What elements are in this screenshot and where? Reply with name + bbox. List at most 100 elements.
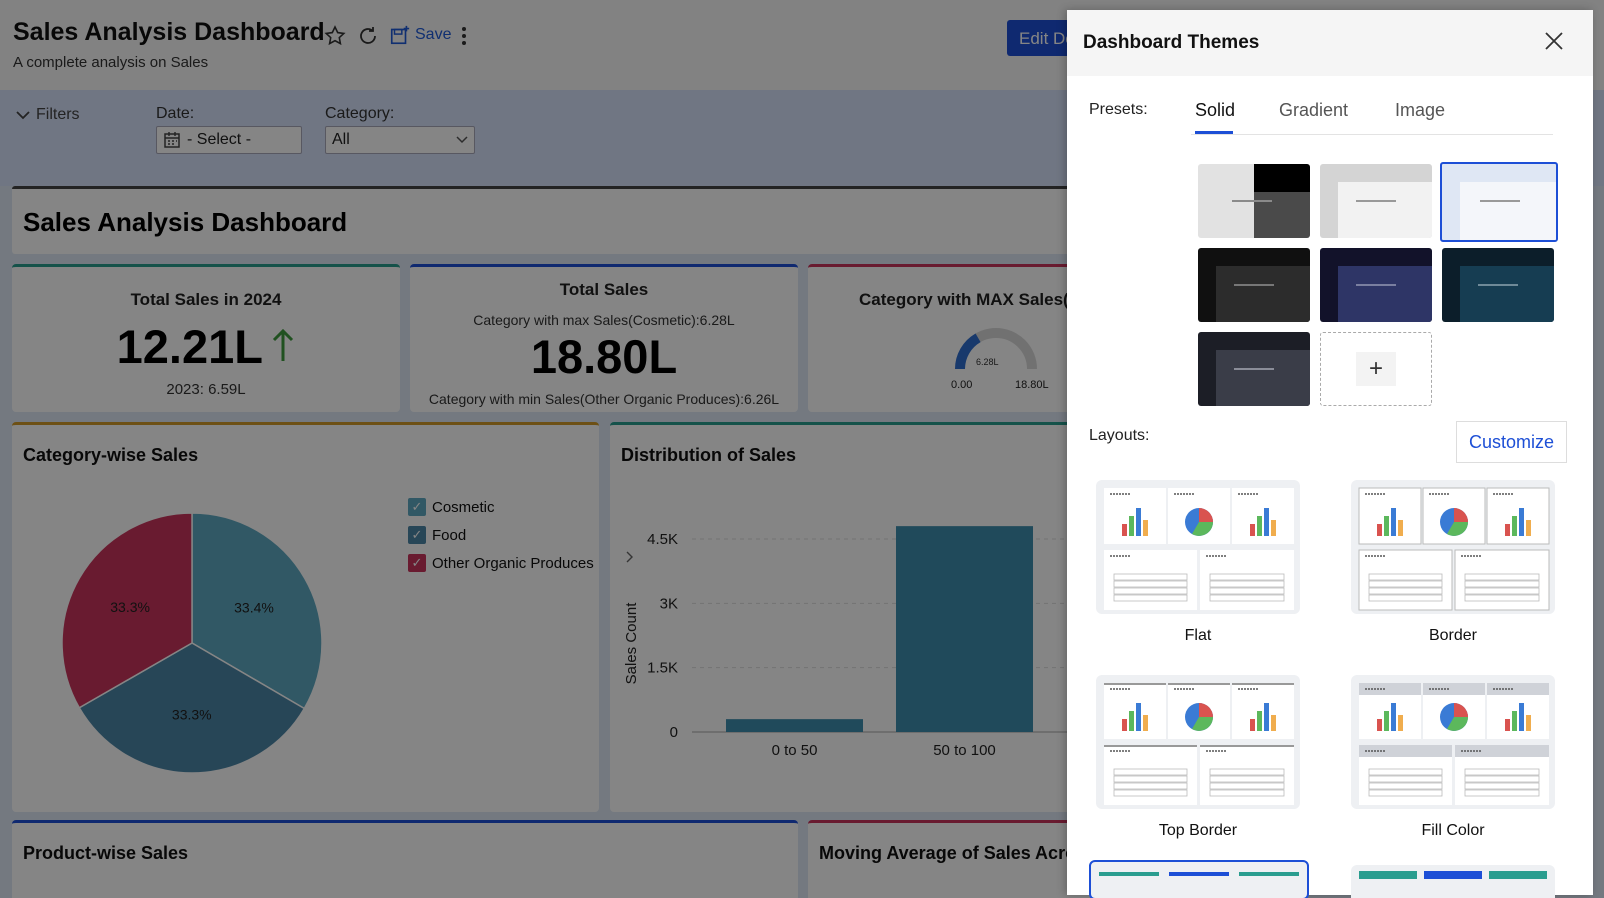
thumb-table-row	[1464, 587, 1540, 595]
thumb-table-row	[1209, 594, 1285, 602]
thumb-bar	[1391, 508, 1396, 536]
filters-label: Filters	[36, 106, 80, 123]
thumb-table-row	[1209, 580, 1285, 588]
thumb-table-row	[1464, 594, 1540, 602]
category-select[interactable]: All	[325, 126, 475, 154]
thumb-table-row	[1113, 594, 1188, 602]
bar-50-to-100[interactable]	[896, 526, 1033, 732]
thumb-bar	[1398, 715, 1403, 731]
theme-swatch-navy[interactable]	[1320, 248, 1432, 322]
thumb-bar	[1512, 711, 1517, 731]
pie-slice-other-organic-produces[interactable]	[61, 512, 193, 709]
thumb-bar	[1391, 703, 1396, 731]
thumb-bar	[1377, 524, 1382, 536]
thumb-table-row	[1368, 587, 1443, 595]
chevron-right-icon[interactable]	[626, 551, 633, 563]
thumb-table-row	[1113, 768, 1188, 776]
thumb-fill-header	[1455, 745, 1549, 757]
theme-swatch-charcoal[interactable]	[1198, 332, 1310, 406]
thumb-bar	[1250, 524, 1255, 536]
checkbox-checked-icon: ✓	[408, 554, 426, 572]
save-button[interactable]: Save	[389, 22, 451, 48]
theme-swatch-black[interactable]	[1198, 248, 1310, 322]
kpi-total-sales-2024[interactable]: Total Sales in 2024 12.21L 2023: 6.59L	[12, 264, 400, 412]
thumb-bar	[1505, 719, 1510, 731]
chevron-down-icon	[456, 136, 468, 144]
layout-fill-color[interactable]	[1351, 675, 1555, 809]
thumb-bar	[1526, 520, 1531, 536]
thumb-pie-slice	[1447, 522, 1468, 536]
thumb-pie-slice	[1199, 508, 1213, 522]
kpi-total-sales[interactable]: Total Sales Category with max Sales(Cosm…	[410, 264, 798, 412]
thumb-fill-header	[1359, 745, 1452, 757]
theme-swatch-light-dark[interactable]	[1198, 164, 1310, 238]
chart-title: Category-wise Sales	[23, 445, 199, 465]
layout-option-5[interactable]	[1089, 860, 1309, 898]
category-wise-sales-card[interactable]: Category-wise Sales 33.4% 33.3% 33.3% ✓ Co…	[12, 422, 599, 812]
thumb-pie-slice	[1454, 703, 1468, 717]
layout-border-label: Border	[1428, 627, 1478, 644]
thumb-card	[1104, 683, 1166, 739]
star-icon[interactable]	[323, 24, 347, 48]
refresh-icon[interactable]	[356, 24, 380, 48]
thumb-fill-header	[1359, 683, 1421, 695]
thumb-top-border	[1104, 745, 1197, 747]
thumb-table-row	[1209, 587, 1285, 595]
pie-slice-cosmetic[interactable]	[191, 512, 323, 710]
thumb-table-row	[1209, 782, 1285, 790]
thumb-table-row	[1368, 580, 1443, 588]
pie-slice-label: 33.4%	[234, 599, 274, 615]
y-tick-label: 0	[670, 724, 678, 741]
legend-item-other-organic[interactable]: ✓ Other Organic Produces	[408, 554, 594, 572]
thumb-bar	[1526, 715, 1531, 731]
page-subtitle: A complete analysis on Sales	[13, 54, 209, 71]
kpi-title: Total Sales in 2024	[130, 290, 282, 309]
legend-item-food[interactable]: ✓ Food	[408, 526, 466, 544]
product-wise-sales-card[interactable]: Product-wise Sales	[12, 820, 798, 898]
tab-image[interactable]: Image	[1395, 100, 1446, 120]
layout-flat[interactable]	[1096, 480, 1300, 614]
plus-icon: +	[1356, 352, 1396, 386]
panel-header: Dashboard Themes	[1067, 10, 1593, 76]
thumb-pie-slice	[1199, 703, 1213, 717]
thumb-table-row	[1113, 580, 1188, 588]
thumb-bar	[1129, 516, 1134, 536]
tab-gradient[interactable]: Gradient	[1279, 100, 1349, 120]
thumb-table-row	[1209, 573, 1285, 581]
theme-swatch-teal-dark[interactable]	[1442, 248, 1554, 322]
thumb-table-row	[1113, 573, 1188, 581]
more-icon[interactable]	[452, 24, 476, 48]
layout-border[interactable]	[1351, 480, 1555, 614]
layout-thumbnail	[1359, 683, 1549, 805]
checkbox-checked-icon: ✓	[408, 498, 426, 516]
legend-item-cosmetic[interactable]: ✓ Cosmetic	[408, 498, 495, 516]
kpi-max-text: Category with max Sales(Cosmetic):6.28L	[473, 312, 735, 328]
page-title: Sales Analysis Dashboard	[13, 18, 325, 46]
gauge-max: 18.80L	[1015, 379, 1049, 391]
thumb-top-border	[1200, 745, 1294, 747]
layout-thumbnail	[1358, 487, 1550, 611]
kpi-min-text: Category with min Sales(Other Organic Pr…	[428, 391, 780, 407]
customize-button[interactable]: Customize	[1456, 421, 1567, 463]
layout-option-6[interactable]	[1351, 865, 1555, 898]
tab-solid[interactable]: Solid	[1195, 100, 1236, 120]
layout-top-border[interactable]	[1096, 675, 1300, 809]
kpi-value: 18.80L	[530, 330, 678, 383]
close-icon[interactable]	[1543, 30, 1565, 52]
thumb-table-row	[1368, 573, 1443, 581]
date-filter-input[interactable]: - Select -	[156, 126, 302, 154]
thumb-bar	[1271, 715, 1276, 731]
bar-0-to-50[interactable]	[726, 719, 863, 732]
x-tick-label: 50 to 100	[933, 742, 996, 759]
thumb-fill-header	[1487, 683, 1549, 695]
thumb-bar	[1136, 508, 1141, 536]
theme-swatch-light-blue-selected[interactable]	[1440, 162, 1558, 242]
arrow-up-icon	[273, 328, 294, 361]
thumb-bar	[1398, 520, 1403, 536]
kpi-value: 12.21L	[116, 320, 263, 373]
theme-swatch-light-gray[interactable]	[1320, 164, 1432, 238]
filters-toggle[interactable]: Filters	[16, 106, 80, 124]
thumb-bar	[1122, 524, 1127, 536]
y-tick-label: 3K	[660, 595, 678, 612]
add-theme-button[interactable]: +	[1320, 332, 1432, 406]
